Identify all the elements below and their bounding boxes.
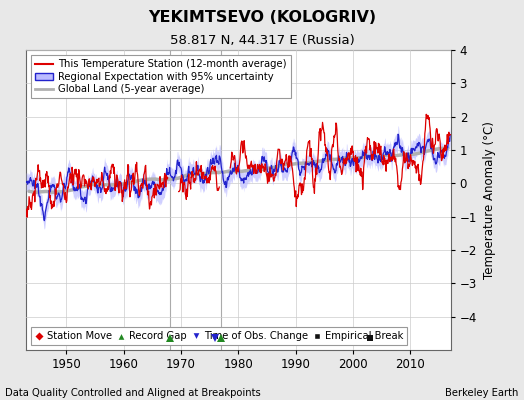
Legend: Station Move, Record Gap, Time of Obs. Change, Empirical Break: Station Move, Record Gap, Time of Obs. C… [31, 327, 408, 345]
Text: 58.817 N, 44.317 E (Russia): 58.817 N, 44.317 E (Russia) [170, 34, 354, 47]
Text: YEKIMTSEVO (KOLOGRIV): YEKIMTSEVO (KOLOGRIV) [148, 10, 376, 25]
Text: Data Quality Controlled and Aligned at Breakpoints: Data Quality Controlled and Aligned at B… [5, 388, 261, 398]
Text: Berkeley Earth: Berkeley Earth [445, 388, 519, 398]
Y-axis label: Temperature Anomaly (°C): Temperature Anomaly (°C) [483, 121, 496, 279]
